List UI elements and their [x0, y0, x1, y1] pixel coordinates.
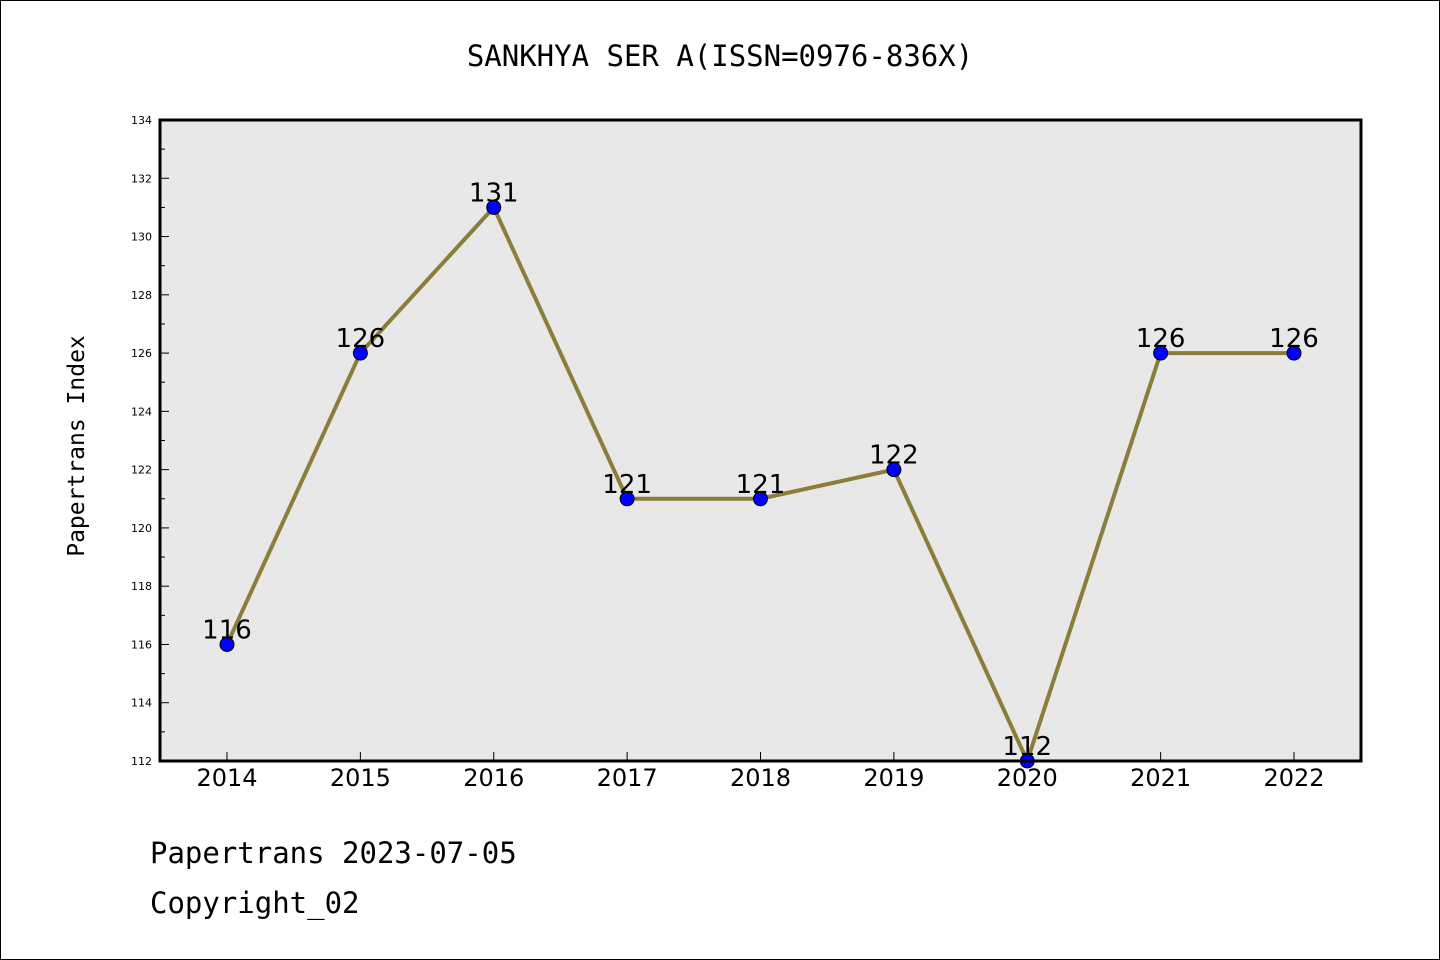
x-tick-label: 2019: [863, 764, 924, 792]
y-tick-label: 118: [131, 580, 152, 593]
data-point: [619, 491, 635, 507]
footer-date: Papertrans 2023-07-05: [150, 836, 517, 870]
y-tick-label: 134: [131, 114, 152, 127]
x-tick-label: 2022: [1263, 764, 1324, 792]
x-tick-label: 2017: [597, 764, 658, 792]
data-label: 122: [869, 441, 919, 471]
data-point: [1153, 345, 1169, 361]
y-tick-label: 120: [131, 522, 152, 535]
footer-copyright: Copyright_02: [150, 886, 360, 920]
data-label: 126: [1269, 324, 1319, 354]
x-tick-label: 2020: [997, 764, 1058, 792]
x-tick-label: 2016: [463, 764, 524, 792]
data-point: [886, 462, 902, 478]
y-tick-label: 126: [131, 347, 152, 360]
x-tick-label: 2021: [1130, 764, 1191, 792]
data-point: [352, 345, 368, 361]
y-tick-label: 128: [131, 289, 152, 302]
x-tick-label: 2018: [730, 764, 791, 792]
x-tick-label: 2015: [330, 764, 391, 792]
plot-area: [160, 120, 1361, 761]
x-axis-ticks: 2014 2015 2016 2017 2018 2019 2020 2021 2022: [196, 752, 1325, 792]
y-axis-ticks: 112 114 116 118 120 122 124 126 128 130 132 134: [131, 114, 169, 768]
data-label: 116: [202, 615, 252, 645]
data-label: 121: [736, 470, 786, 500]
y-axis-label: Papertrans Index: [64, 335, 90, 557]
data-point: [1286, 345, 1302, 361]
y-tick-label: 130: [131, 231, 152, 244]
data-label: 126: [336, 324, 386, 354]
data-label: 131: [469, 178, 519, 208]
y-tick-label: 116: [131, 638, 152, 651]
data-point: [753, 491, 768, 507]
data-point: [486, 199, 502, 215]
data-point: [219, 636, 235, 652]
data-label: 121: [602, 470, 652, 500]
y-tick-label: 124: [131, 405, 152, 418]
chart-title: SANKHYA SER A(ISSN=0976-836X): [467, 39, 973, 73]
data-label: 112: [1002, 732, 1052, 762]
x-tick-label: 2014: [196, 764, 257, 792]
plot-border: [158, 118, 1363, 763]
y-tick-label: 114: [131, 697, 152, 710]
y-tick-label: 112: [131, 755, 152, 768]
y-tick-label: 122: [131, 464, 152, 477]
y-tick-label: 132: [131, 172, 152, 185]
data-label: 126: [1136, 324, 1186, 354]
